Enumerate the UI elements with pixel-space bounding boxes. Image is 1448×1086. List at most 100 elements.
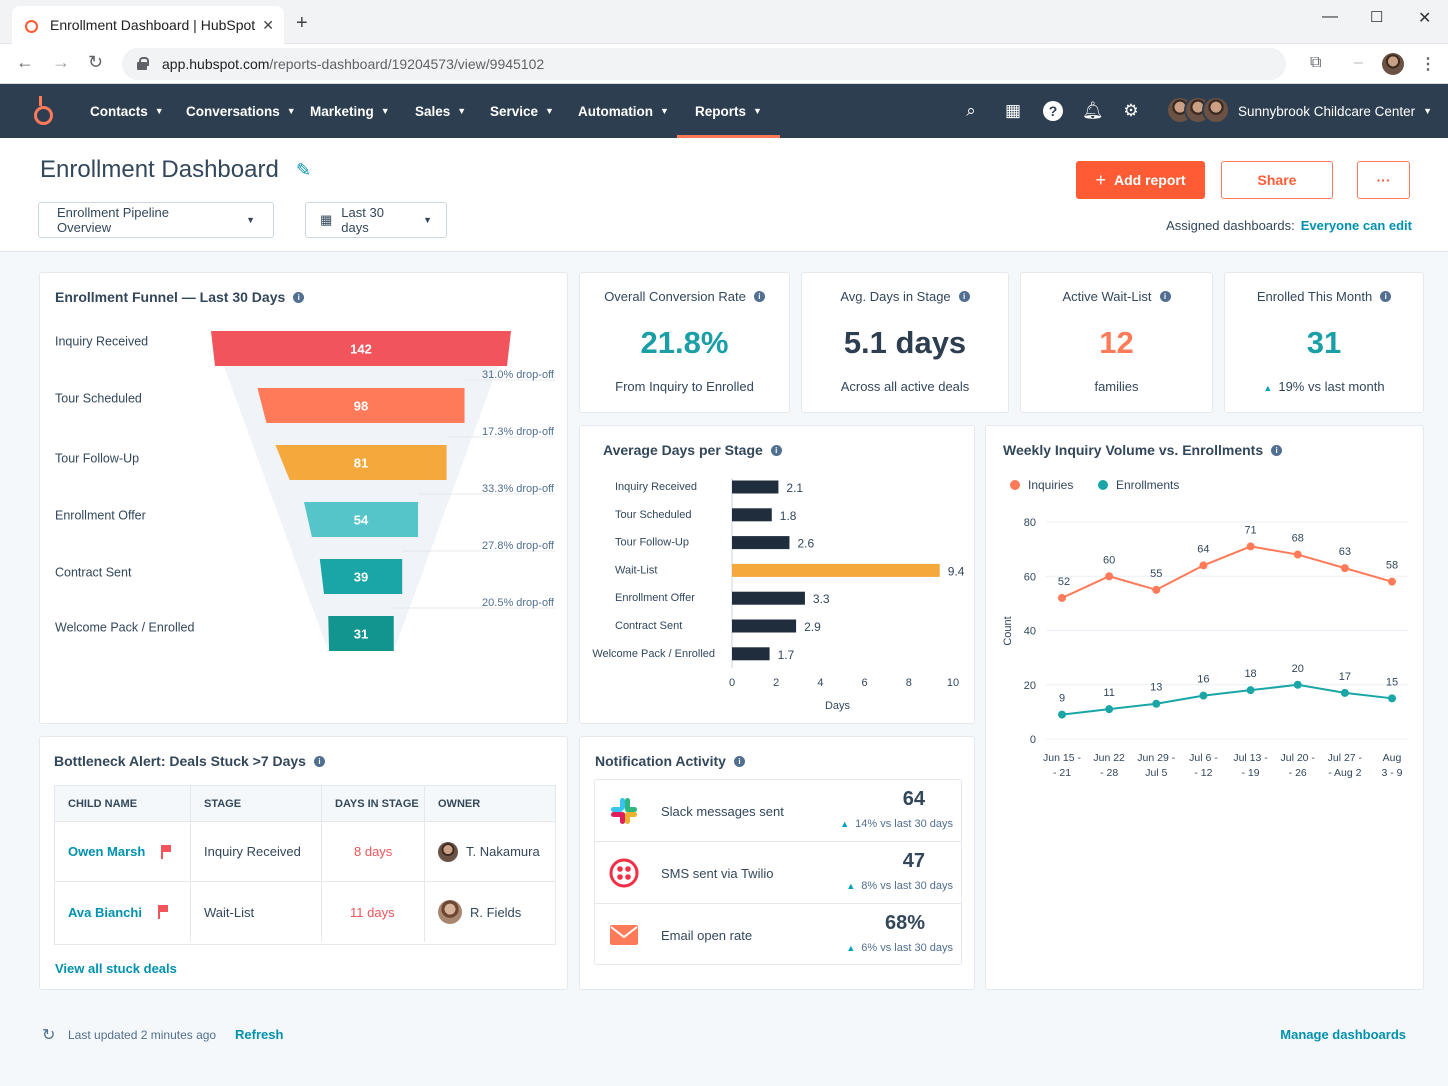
data-label: 64 (1197, 543, 1209, 555)
notifications-bell-icon[interactable]: 🔔︎ (1082, 101, 1104, 120)
info-icon[interactable]: i (958, 291, 970, 302)
kpi-value: 21.8% (640, 325, 729, 360)
nav-service[interactable]: Service ▼ (490, 84, 554, 138)
nav-automation[interactable]: Automation ▼ (578, 84, 669, 138)
info-icon[interactable]: i (733, 755, 745, 767)
refresh-icon[interactable]: ↻ (42, 1027, 56, 1044)
close-tab-icon[interactable]: ✕ (262, 16, 274, 33)
manage-dashboards-link[interactable]: Manage dashboards (1280, 1027, 1406, 1042)
child-name-link[interactable]: Ava Bianchi (68, 904, 142, 920)
dropoff-label: 17.3% drop-off (482, 426, 555, 438)
col-owner[interactable]: OWNER (425, 786, 555, 822)
more-actions-button[interactable]: ··· (1357, 161, 1410, 199)
forward-icon[interactable]: → (52, 52, 70, 72)
data-point (1058, 710, 1066, 719)
reload-icon[interactable]: ↻ (88, 52, 104, 72)
nav-sales-label: Sales (415, 103, 451, 119)
last-updated-text: Last updated 2 minutes ago (68, 1028, 217, 1042)
refresh-link[interactable]: Refresh (235, 1027, 284, 1042)
nav-contacts[interactable]: Contacts ▼ (90, 84, 164, 138)
profile-avatar[interactable] (1382, 53, 1404, 75)
assigned-link[interactable]: Everyone can edit (1300, 218, 1412, 233)
bottleneck-title-text: Bottleneck Alert: Deals Stuck >7 Days (54, 753, 306, 769)
owner-cell: R. Fields (425, 882, 555, 942)
chevron-down-icon: ▼ (154, 106, 164, 116)
info-icon[interactable]: i (293, 291, 305, 303)
date-range-select[interactable]: ▦ Last 30 days ▼ (305, 202, 447, 238)
settings-gear-icon[interactable]: ⚙ (1123, 101, 1139, 120)
back-icon[interactable]: ← (16, 52, 34, 72)
stage-tick-label: Tour Scheduled (615, 509, 691, 521)
col-stage[interactable]: STAGE (191, 786, 322, 822)
info-icon[interactable]: i (1380, 291, 1392, 302)
info-icon[interactable]: i (1271, 444, 1283, 456)
share-button[interactable]: Share (1221, 161, 1333, 199)
info-icon[interactable]: i (770, 444, 782, 456)
maximize-icon[interactable]: ☐ (1370, 9, 1384, 26)
data-label: 60 (1103, 554, 1115, 566)
nav-automation-label: Automation (578, 103, 653, 119)
kpi-label-text: Enrolled This Month (1256, 289, 1373, 304)
chevron-down-icon: ▼ (660, 106, 669, 116)
edit-pencil-icon[interactable]: ✎ (296, 160, 312, 180)
col-days-in-stage[interactable]: DAYS IN STAGE (322, 786, 425, 822)
nav-sales[interactable]: Sales ▼ (415, 84, 466, 138)
kpi-label-text: Avg. Days in Stage (840, 289, 951, 304)
trend-up-icon: ▲ (846, 943, 856, 953)
nav-conversations[interactable]: Conversations ▼ (186, 84, 296, 138)
marketplace-icon[interactable]: ▦ (1004, 101, 1022, 120)
add-report-button[interactable]: + Add report (1076, 161, 1205, 199)
y-axis-label: Count (1002, 616, 1014, 645)
dashboard-select[interactable]: Enrollment Pipeline Overview ▼ (38, 202, 274, 238)
notifications-title: Notification Activity i (595, 753, 745, 769)
stage-tick-label: Enrollment Offer (615, 592, 695, 604)
nav-marketing[interactable]: Marketing ▼ (310, 84, 390, 138)
close-window-icon[interactable]: ✕ (1418, 10, 1432, 27)
avgdays-title: Average Days per Stage i (603, 442, 782, 458)
flag-icon (157, 905, 168, 919)
data-label: 15 (1386, 676, 1398, 688)
chevron-down-icon: ▼ (423, 215, 432, 225)
notif-label: Email open rate (661, 928, 753, 943)
legend-label: Enrollments (1116, 478, 1179, 492)
browser-tab[interactable]: Enrollment Dashboard | HubSpot ✕ (12, 6, 284, 44)
new-tab-icon[interactable]: + (296, 12, 308, 34)
notif-delta-value: 6% vs last 30 days (861, 942, 953, 954)
data-point (1293, 550, 1302, 559)
col-child-name[interactable]: CHILD NAME (55, 786, 191, 822)
x-tick-label-line2: - 12 (1194, 767, 1212, 779)
child-name-link[interactable]: Owen Marsh (68, 844, 146, 859)
info-icon[interactable]: i (313, 755, 325, 767)
kpi-subtext: From Inquiry to Enrolled (615, 379, 754, 394)
kpi-subtext: families (1094, 379, 1139, 394)
owner-cell: T. Nakamura (425, 822, 555, 882)
data-point (1058, 593, 1066, 602)
funnel-chart: 142 Inquiry Received 31.0% drop-off 98 Tour … (55, 331, 555, 651)
funnel-stage-label: Inquiry Received (55, 335, 148, 349)
notif-delta-value: 8% vs last 30 days (861, 880, 953, 892)
tab-title: Enrollment Dashboard | HubSpot (50, 17, 256, 33)
trend-up-icon: ▲ (846, 881, 856, 891)
owner-name: T. Nakamura (466, 844, 540, 859)
x-tick-label: 0 (729, 677, 735, 689)
avg-days-chart: Inquiry Received 2.1 Tour Scheduled 1.8 Tour… (592, 478, 965, 712)
data-point (1199, 561, 1208, 570)
view-stuck-deals-link[interactable]: View all stuck deals (55, 961, 177, 976)
portal-switcher[interactable]: Sunnybrook Childcare Center ▼ (1238, 84, 1432, 138)
funnel-bar (257, 388, 465, 423)
extensions-icon[interactable]: ⧉ (1310, 54, 1322, 71)
info-icon[interactable]: i (753, 291, 765, 302)
search-icon[interactable]: ⌕ (966, 101, 976, 120)
owner-avatar (438, 841, 458, 862)
hubspot-logo-icon[interactable] (26, 96, 56, 126)
help-icon[interactable]: ? (1043, 101, 1063, 121)
stage-tick-label: Wait-List (615, 564, 657, 576)
legend-swatch (1098, 480, 1108, 490)
browser-menu-icon[interactable]: ⋮ (1420, 56, 1436, 73)
kpi-value: 31 (1306, 325, 1342, 360)
minimize-icon[interactable]: — (1322, 8, 1338, 25)
url-field[interactable]: app.hubspot.com/reports-dashboard/192045… (122, 48, 1286, 80)
info-icon[interactable]: i (1159, 291, 1171, 302)
nav-reports[interactable]: Reports ▼ (677, 84, 780, 138)
days-value-label: 1.7 (778, 648, 795, 662)
